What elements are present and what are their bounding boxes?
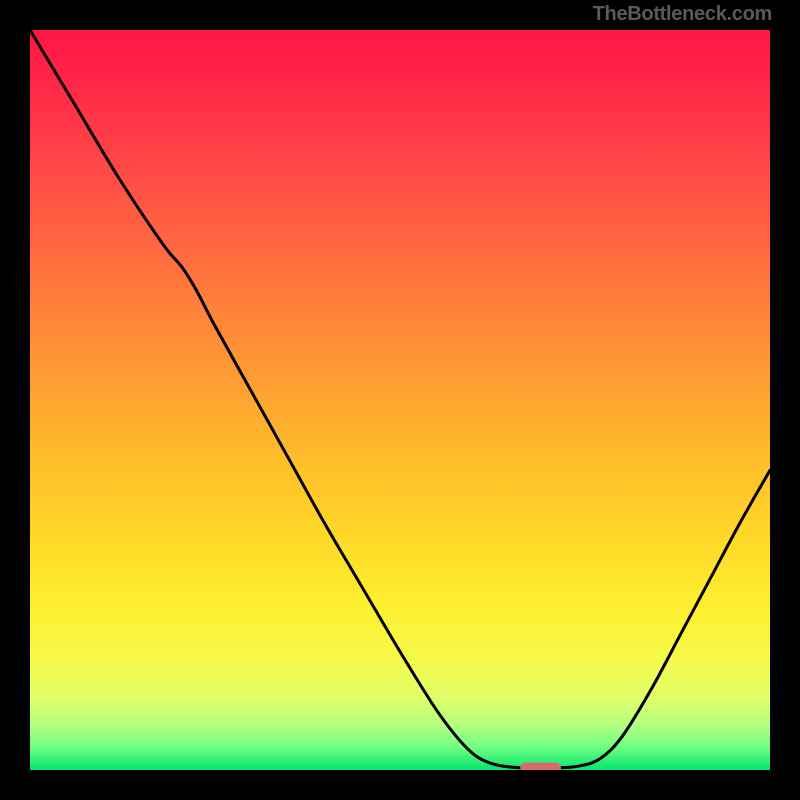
plot-area xyxy=(30,30,770,770)
bottleneck-curve xyxy=(30,30,770,768)
optimal-marker xyxy=(520,763,561,770)
curve-layer xyxy=(30,30,770,770)
watermark-text: TheBottleneck.com xyxy=(593,3,772,26)
